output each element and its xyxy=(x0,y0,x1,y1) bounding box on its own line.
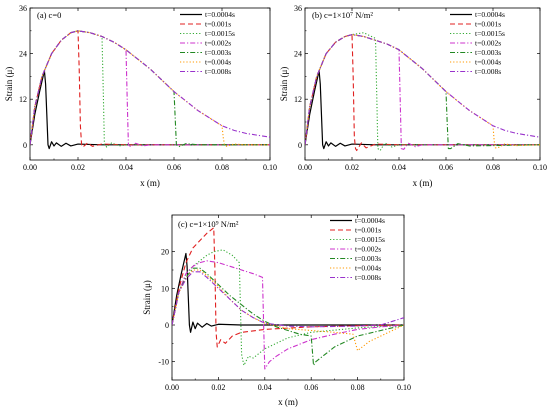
legend-label: t=0.004s xyxy=(355,264,381,273)
legend-label: t=0.0004s xyxy=(475,10,505,19)
series-line-t=0.0015s xyxy=(30,30,270,148)
y-tick-label: 36 xyxy=(294,4,302,13)
y-tick-label: 24 xyxy=(19,50,27,59)
legend-label: t=0.004s xyxy=(205,58,231,67)
series-line-t=0.008s xyxy=(305,34,540,145)
legend-label: t=0.003s xyxy=(355,254,381,263)
series-line-t=0.002s xyxy=(30,30,270,148)
x-tick-label: 0.00 xyxy=(298,163,312,172)
legend-label: t=0.003s xyxy=(205,48,231,57)
series-line-t=0.003s xyxy=(30,30,270,148)
x-axis-title: x (m) xyxy=(413,178,433,188)
legend-label: t=0.001s xyxy=(205,20,231,29)
x-tick-label: 0.04 xyxy=(119,163,133,172)
legend-label: t=0.0015s xyxy=(355,235,385,244)
legend-label: t=0.003s xyxy=(475,48,501,57)
legend-label: t=0.008s xyxy=(205,67,231,76)
series-line-t=0.008s xyxy=(30,30,270,145)
y-tick-label: 0 xyxy=(298,141,302,150)
series-line-t=0.004s xyxy=(172,269,404,352)
x-tick-label: 0.06 xyxy=(304,383,318,392)
legend-label: t=0.002s xyxy=(355,245,381,254)
panel-title: (b) c=1×10⁷ N/m² xyxy=(312,10,373,20)
legend-label: t=0.002s xyxy=(205,39,231,48)
series-group xyxy=(305,32,540,152)
y-axis-title: Strain (μ) xyxy=(279,67,289,102)
series-line-t=0.008s xyxy=(172,271,404,328)
x-tick-label: 0.10 xyxy=(263,163,277,172)
x-tick-label: 0.00 xyxy=(23,163,37,172)
legend-label: t=0.0004s xyxy=(205,10,235,19)
legend-label: t=0.0004s xyxy=(355,216,385,225)
x-tick-label: 0.10 xyxy=(533,163,547,172)
series-line-t=0.004s xyxy=(305,34,540,149)
x-tick-label: 0.08 xyxy=(486,163,500,172)
y-tick-label: 10 xyxy=(161,284,169,293)
x-tick-label: 0.00 xyxy=(165,383,179,392)
chart-panel-0: 0.00 0.02 0.04 0.06 0.08 0.10 0 12 24 36 x (m) Stra… xyxy=(4,4,277,188)
y-axis-title: Strain (μ) xyxy=(142,280,152,315)
legend-label: t=0.004s xyxy=(475,58,501,67)
x-tick-label: 0.10 xyxy=(397,383,411,392)
y-axis-title: Strain (μ) xyxy=(4,67,14,102)
y-tick-label: 20 xyxy=(161,248,169,257)
x-tick-label: 0.08 xyxy=(215,163,229,172)
x-tick-label: 0.02 xyxy=(71,163,85,172)
x-tick-label: 0.06 xyxy=(439,163,453,172)
x-tick-label: 0.04 xyxy=(258,383,272,392)
chart-panel-2: 0.00 0.02 0.04 0.06 0.08 0.10 -10 0 10 20 x (m) Str… xyxy=(142,214,411,407)
series-line-t=0.003s xyxy=(305,34,540,150)
legend: t=0.0004st=0.001st=0.0015st=0.002st=0.00… xyxy=(180,10,235,76)
series-line-t=0.002s xyxy=(172,260,404,370)
x-tick-label: 0.02 xyxy=(211,383,225,392)
x-tick-label: 0.04 xyxy=(392,163,406,172)
series-group xyxy=(172,227,404,370)
y-tick-label: 0 xyxy=(165,321,169,330)
y-tick-label: -10 xyxy=(158,358,169,367)
y-tick-label: 36 xyxy=(19,4,27,13)
series-line-t=0.002s xyxy=(305,34,540,150)
series-line-t=0.003s xyxy=(172,267,404,366)
legend-label: t=0.008s xyxy=(355,273,381,282)
x-tick-label: 0.02 xyxy=(345,163,359,172)
x-axis-title: x (m) xyxy=(140,178,160,188)
x-tick-label: 0.08 xyxy=(351,383,365,392)
legend-label: t=0.001s xyxy=(475,20,501,29)
panel-title: (a) c=0 xyxy=(37,10,61,20)
y-tick-label: 24 xyxy=(294,50,302,59)
series-line-t=0.001s xyxy=(30,30,270,148)
legend-label: t=0.0015s xyxy=(475,29,505,38)
y-tick-label: 12 xyxy=(294,95,302,104)
legend-label: t=0.002s xyxy=(475,39,501,48)
series-line-t=0.0015s xyxy=(305,32,540,152)
series-group xyxy=(30,30,270,150)
series-line-t=0.0004s xyxy=(172,252,404,333)
y-tick-label: 12 xyxy=(19,95,27,104)
panel-title: (c) c=1×10⁹ N/m² xyxy=(178,219,239,229)
legend: t=0.0004st=0.001st=0.0015st=0.002st=0.00… xyxy=(450,10,505,76)
series-line-t=0.001s xyxy=(305,34,540,152)
chart-panel-1: 0.00 0.02 0.04 0.06 0.08 0.10 0 12 24 36 x (m) Stra… xyxy=(279,4,547,188)
legend-label: t=0.008s xyxy=(475,67,501,76)
y-tick-label: 0 xyxy=(23,141,27,150)
x-axis-title: x (m) xyxy=(278,397,298,407)
series-line-t=0.004s xyxy=(30,30,270,147)
legend: t=0.0004st=0.001st=0.0015st=0.002st=0.00… xyxy=(330,216,385,282)
series-line-t=0.0004s xyxy=(30,70,270,150)
legend-label: t=0.0015s xyxy=(205,29,235,38)
series-line-t=0.0004s xyxy=(305,70,540,150)
legend-label: t=0.001s xyxy=(355,226,381,235)
x-tick-label: 0.06 xyxy=(167,163,181,172)
